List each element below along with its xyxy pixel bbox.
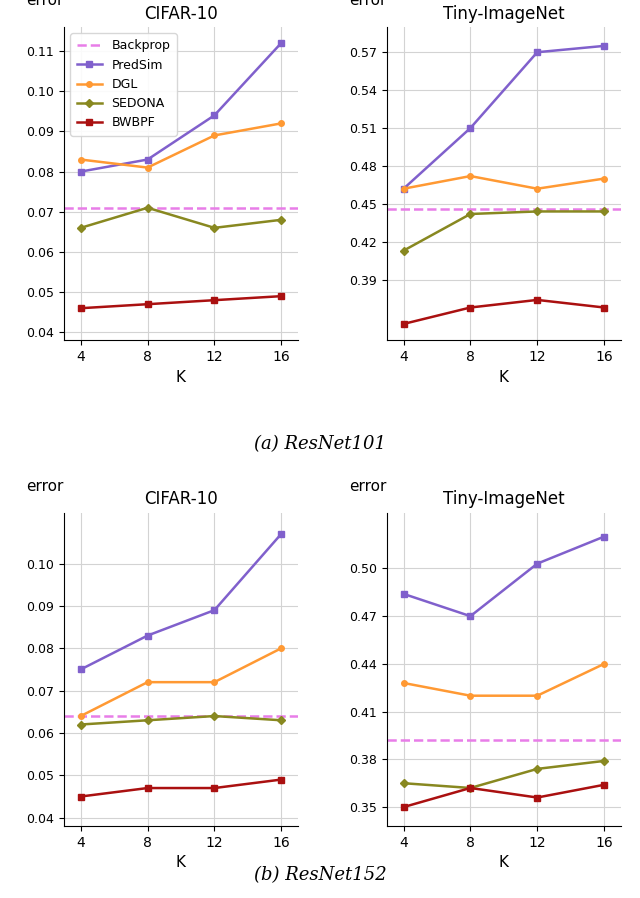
Title: CIFAR-10: CIFAR-10: [144, 490, 218, 508]
X-axis label: K: K: [499, 370, 509, 384]
Text: error: error: [349, 479, 387, 494]
Title: CIFAR-10: CIFAR-10: [144, 4, 218, 22]
Text: (a) ResNet101: (a) ResNet101: [254, 436, 386, 453]
Text: error: error: [27, 0, 64, 8]
Title: Tiny-ImageNet: Tiny-ImageNet: [443, 490, 564, 508]
X-axis label: K: K: [176, 856, 186, 870]
X-axis label: K: K: [176, 370, 186, 384]
Title: Tiny-ImageNet: Tiny-ImageNet: [443, 4, 564, 22]
X-axis label: K: K: [499, 856, 509, 870]
Text: (b) ResNet152: (b) ResNet152: [253, 867, 387, 885]
Text: error: error: [27, 479, 64, 494]
Text: error: error: [349, 0, 387, 8]
Legend: Backprop, PredSim, DGL, SEDONA, BWBPF: Backprop, PredSim, DGL, SEDONA, BWBPF: [70, 33, 177, 136]
